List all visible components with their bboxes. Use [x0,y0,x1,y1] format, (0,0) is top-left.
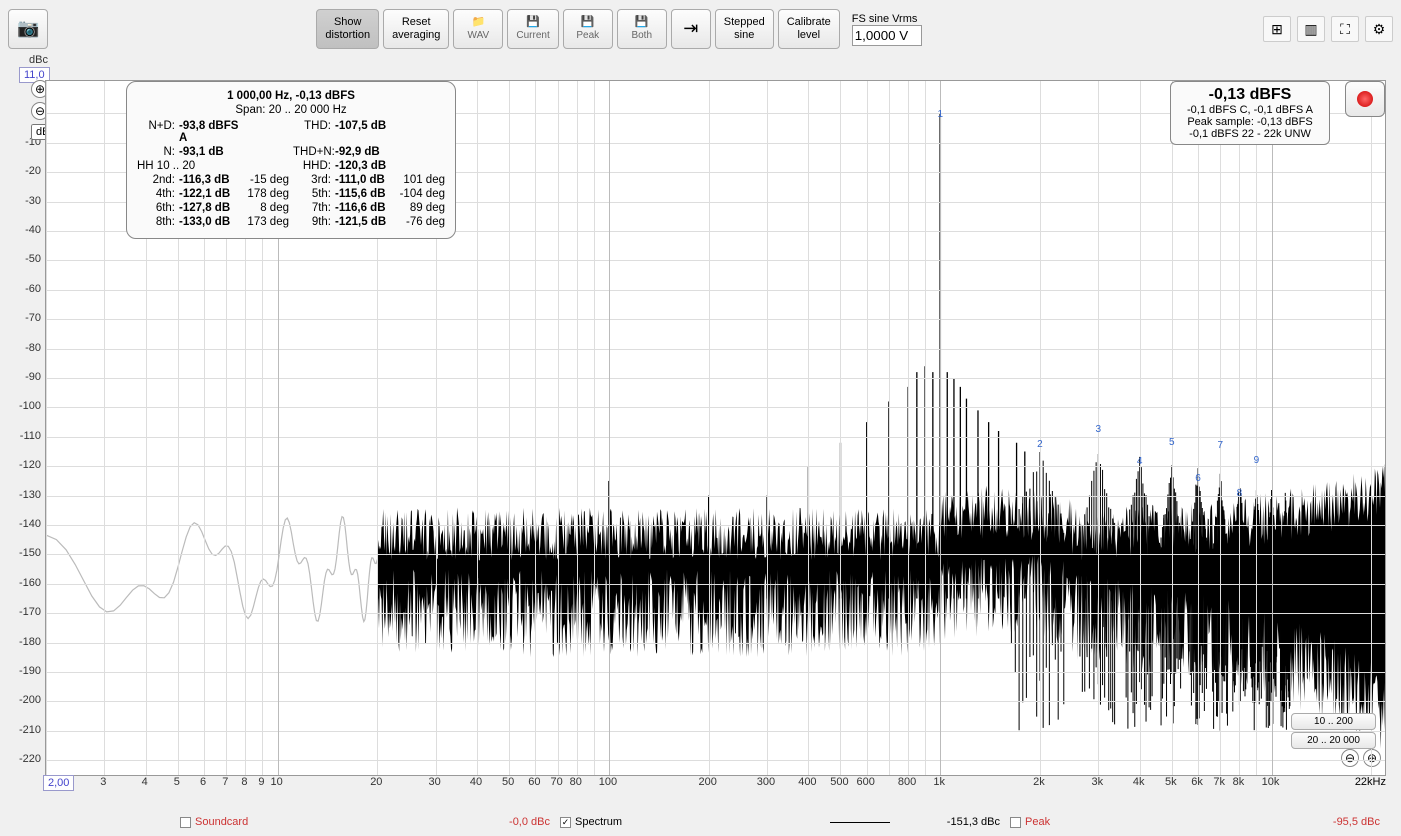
peak-check[interactable]: Peak [1010,816,1270,828]
harmonic-marker: 6 [1195,473,1201,484]
record-button[interactable] [1345,81,1385,117]
harmonic-marker: 1 [937,109,943,120]
range-20-20000-button[interactable]: 20 .. 20 000 [1291,732,1376,749]
show-distortion-button[interactable]: Show distortion [316,9,379,49]
columns-icon[interactable]: ▥ [1297,16,1325,42]
harmonic-marker: 7 [1217,440,1223,451]
btn-label: Reset averaging [392,16,440,42]
harmonic-marker: 9 [1254,455,1260,466]
spectrum-check[interactable]: ✓Spectrum [560,816,820,828]
export-button[interactable]: ⇥ [671,9,711,49]
range-10-200-button[interactable]: 10 .. 200 [1291,713,1376,730]
stepped-sine-button[interactable]: Stepped sine [715,9,774,49]
harmonic-marker: 3 [1096,424,1102,435]
zoom-out-x-button[interactable]: ⊖ [1341,749,1359,767]
save-icon: 💾 [581,16,595,29]
camera-icon[interactable]: 📷 [8,9,48,49]
btn-label: Current [516,30,549,42]
btn-label: WAV [468,30,490,42]
layout-icon[interactable]: ⊞ [1263,16,1291,42]
fs-sine-label: FS sine Vrms [852,13,922,25]
btn-label: Both [631,30,652,42]
calibrate-level-button[interactable]: Calibrate level [778,9,840,49]
footer-legend: Soundcard -0,0 dBc ✓Spectrum -151,3 dBc … [180,812,1381,832]
fs-sine-input[interactable] [852,25,922,46]
save-icon: 💾 [635,16,649,29]
expand-icon[interactable]: ⛶ [1331,16,1359,42]
level-panel: -0,13 dBFS -0,1 dBFS C, -0,1 dBFS A Peak… [1170,81,1330,145]
reset-averaging-button[interactable]: Reset averaging [383,9,449,49]
harmonic-marker: 4 [1137,456,1143,467]
open-folder-button[interactable]: 📁WAV [453,9,503,49]
spectrum-line-icon [830,822,890,823]
x-axis: 2,00 22kHz 34567891020304050607080100200… [45,776,1386,792]
harmonic-marker: 8 [1237,488,1243,499]
y-axis: 0-10-20-30-40-50-60-70-80-90-100-110-120… [15,60,45,776]
x-start-value[interactable]: 2,00 [43,775,74,791]
level-value: -0,13 dBFS [1177,86,1323,104]
btn-label: Calibrate level [787,16,831,42]
stats-panel: 1 000,00 Hz, -0,13 dBFS Span: 20 .. 20 0… [126,81,456,239]
soundcard-check[interactable]: Soundcard [180,816,440,828]
spectrum-plot[interactable]: 1 000,00 Hz, -0,13 dBFS Span: 20 .. 20 0… [45,80,1386,776]
save-current-button[interactable]: 💾Current [507,9,558,49]
save-peak-button[interactable]: 💾Peak [563,9,613,49]
stats-span: Span: 20 .. 20 000 Hz [137,104,445,116]
harmonic-marker: 2 [1037,439,1043,450]
save-icon: 💾 [526,16,540,29]
x-unit-label: 22kHz [1355,776,1386,788]
record-icon [1357,91,1373,107]
btn-label: Stepped sine [724,16,765,42]
stats-header: 1 000,00 Hz, -0,13 dBFS [137,90,445,102]
gear-icon[interactable]: ⚙ [1365,16,1393,42]
save-both-button[interactable]: 💾Both [617,9,667,49]
folder-icon: 📁 [472,16,486,29]
btn-label: Show distortion [325,16,370,42]
btn-label: Peak [576,30,599,42]
harmonic-marker: 5 [1169,437,1175,448]
